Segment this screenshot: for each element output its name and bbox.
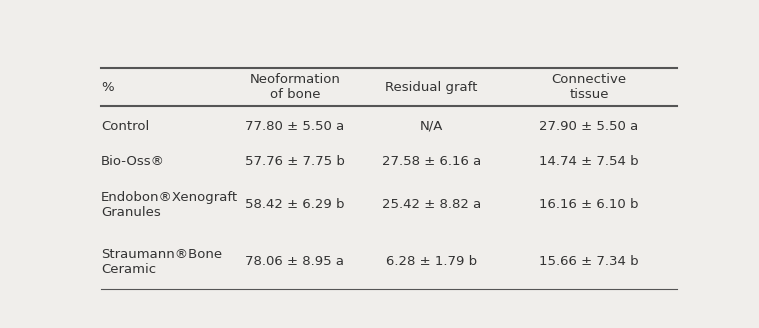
Text: 57.76 ± 7.75 b: 57.76 ± 7.75 b [245, 155, 345, 168]
Text: Endobon®Xenograft
Granules: Endobon®Xenograft Granules [101, 191, 238, 219]
Text: Straumann®Bone
Ceramic: Straumann®Bone Ceramic [101, 248, 222, 276]
Text: 16.16 ± 6.10 b: 16.16 ± 6.10 b [539, 198, 639, 211]
Text: Control: Control [101, 120, 149, 133]
Text: 6.28 ± 1.79 b: 6.28 ± 1.79 b [386, 255, 477, 268]
Text: 78.06 ± 8.95 a: 78.06 ± 8.95 a [245, 255, 345, 268]
Text: 58.42 ± 6.29 b: 58.42 ± 6.29 b [245, 198, 345, 211]
Text: 15.66 ± 7.34 b: 15.66 ± 7.34 b [539, 255, 639, 268]
Text: N/A: N/A [420, 120, 443, 133]
Text: 25.42 ± 8.82 a: 25.42 ± 8.82 a [382, 198, 481, 211]
Text: 14.74 ± 7.54 b: 14.74 ± 7.54 b [539, 155, 639, 168]
Text: 27.58 ± 6.16 a: 27.58 ± 6.16 a [382, 155, 481, 168]
Text: 27.90 ± 5.50 a: 27.90 ± 5.50 a [540, 120, 638, 133]
Text: Connective
tissue: Connective tissue [552, 73, 626, 101]
Text: 77.80 ± 5.50 a: 77.80 ± 5.50 a [245, 120, 345, 133]
Text: Bio-Oss®: Bio-Oss® [101, 155, 165, 168]
Text: Neoformation
of bone: Neoformation of bone [250, 73, 340, 101]
Text: %: % [101, 81, 113, 94]
Text: Residual graft: Residual graft [386, 81, 478, 94]
